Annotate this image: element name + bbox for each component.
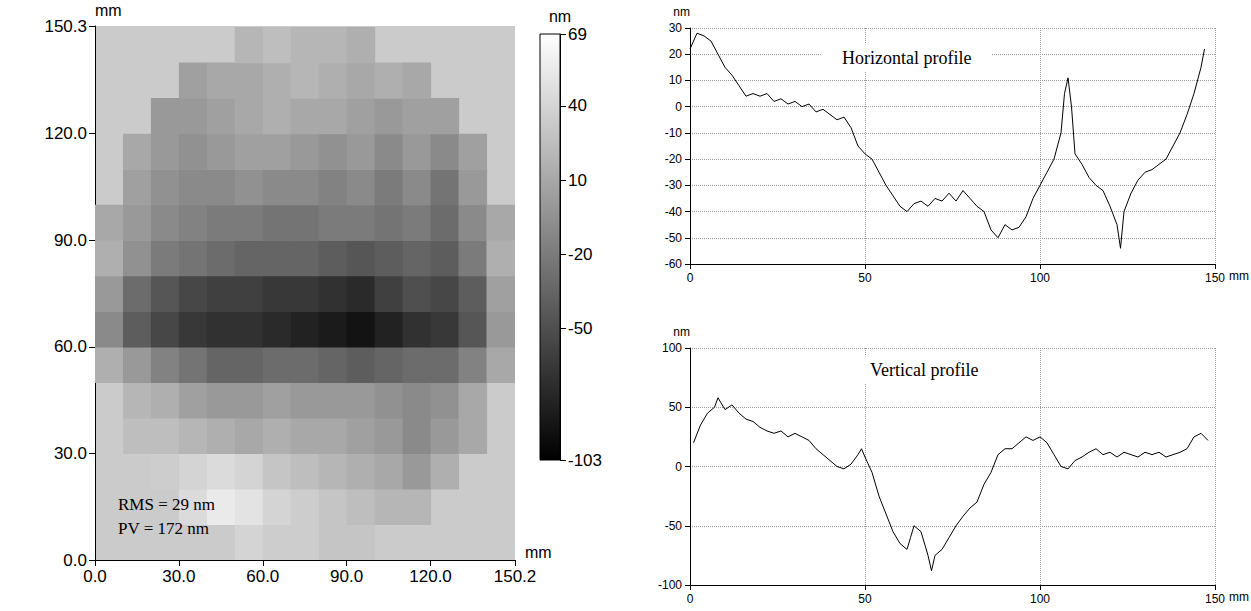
- svg-text:mm: mm: [1229, 590, 1249, 604]
- svg-text:50: 50: [858, 592, 872, 606]
- svg-text:0: 0: [675, 100, 682, 114]
- svg-text:90.0: 90.0: [330, 567, 363, 586]
- svg-text:90.0: 90.0: [54, 231, 87, 250]
- svg-text:mm: mm: [525, 544, 552, 561]
- svg-text:40: 40: [568, 96, 587, 115]
- svg-text:69: 69: [568, 25, 587, 44]
- svg-text:-50: -50: [665, 231, 683, 245]
- svg-text:-40: -40: [665, 205, 683, 219]
- svg-text:-50: -50: [665, 519, 683, 533]
- svg-text:PV = 172 nm: PV = 172 nm: [118, 519, 209, 538]
- svg-text:10: 10: [568, 171, 587, 190]
- svg-text:30.0: 30.0: [162, 567, 195, 586]
- svg-text:mm: mm: [1229, 269, 1249, 283]
- svg-text:Vertical profile: Vertical profile: [870, 360, 978, 380]
- svg-text:-50: -50: [568, 319, 593, 338]
- svg-text:0: 0: [675, 460, 682, 474]
- svg-text:-100: -100: [658, 578, 682, 592]
- svg-text:nm: nm: [549, 8, 571, 25]
- svg-text:30: 30: [669, 21, 683, 35]
- svg-text:-103: -103: [568, 451, 602, 470]
- svg-text:50: 50: [669, 400, 683, 414]
- svg-text:-20: -20: [568, 245, 593, 264]
- svg-text:150.3: 150.3: [44, 17, 87, 36]
- svg-text:150: 150: [1205, 271, 1225, 285]
- svg-text:100: 100: [1030, 271, 1050, 285]
- svg-text:20: 20: [669, 47, 683, 61]
- svg-text:60.0: 60.0: [54, 337, 87, 356]
- svg-text:60.0: 60.0: [246, 567, 279, 586]
- svg-text:nm: nm: [673, 325, 690, 339]
- svg-text:30.0: 30.0: [54, 444, 87, 463]
- svg-text:0.0: 0.0: [83, 567, 107, 586]
- svg-text:120.0: 120.0: [44, 124, 87, 143]
- svg-text:-10: -10: [665, 126, 683, 140]
- svg-text:-60: -60: [665, 257, 683, 271]
- svg-text:-30: -30: [665, 178, 683, 192]
- svg-text:10: 10: [669, 73, 683, 87]
- svg-text:Horizontal profile: Horizontal profile: [842, 48, 971, 68]
- svg-text:mm: mm: [95, 2, 122, 19]
- svg-text:0: 0: [687, 271, 694, 285]
- svg-text:120.0: 120.0: [409, 567, 452, 586]
- svg-text:nm: nm: [673, 5, 690, 19]
- svg-text:100: 100: [662, 341, 682, 355]
- svg-text:150: 150: [1205, 592, 1225, 606]
- svg-text:-20: -20: [665, 152, 683, 166]
- svg-text:0: 0: [687, 592, 694, 606]
- svg-text:150.2: 150.2: [494, 567, 537, 586]
- svg-text:100: 100: [1030, 592, 1050, 606]
- svg-text:50: 50: [858, 271, 872, 285]
- svg-text:RMS = 29 nm: RMS = 29 nm: [118, 495, 215, 514]
- svg-text:0.0: 0.0: [63, 550, 87, 570]
